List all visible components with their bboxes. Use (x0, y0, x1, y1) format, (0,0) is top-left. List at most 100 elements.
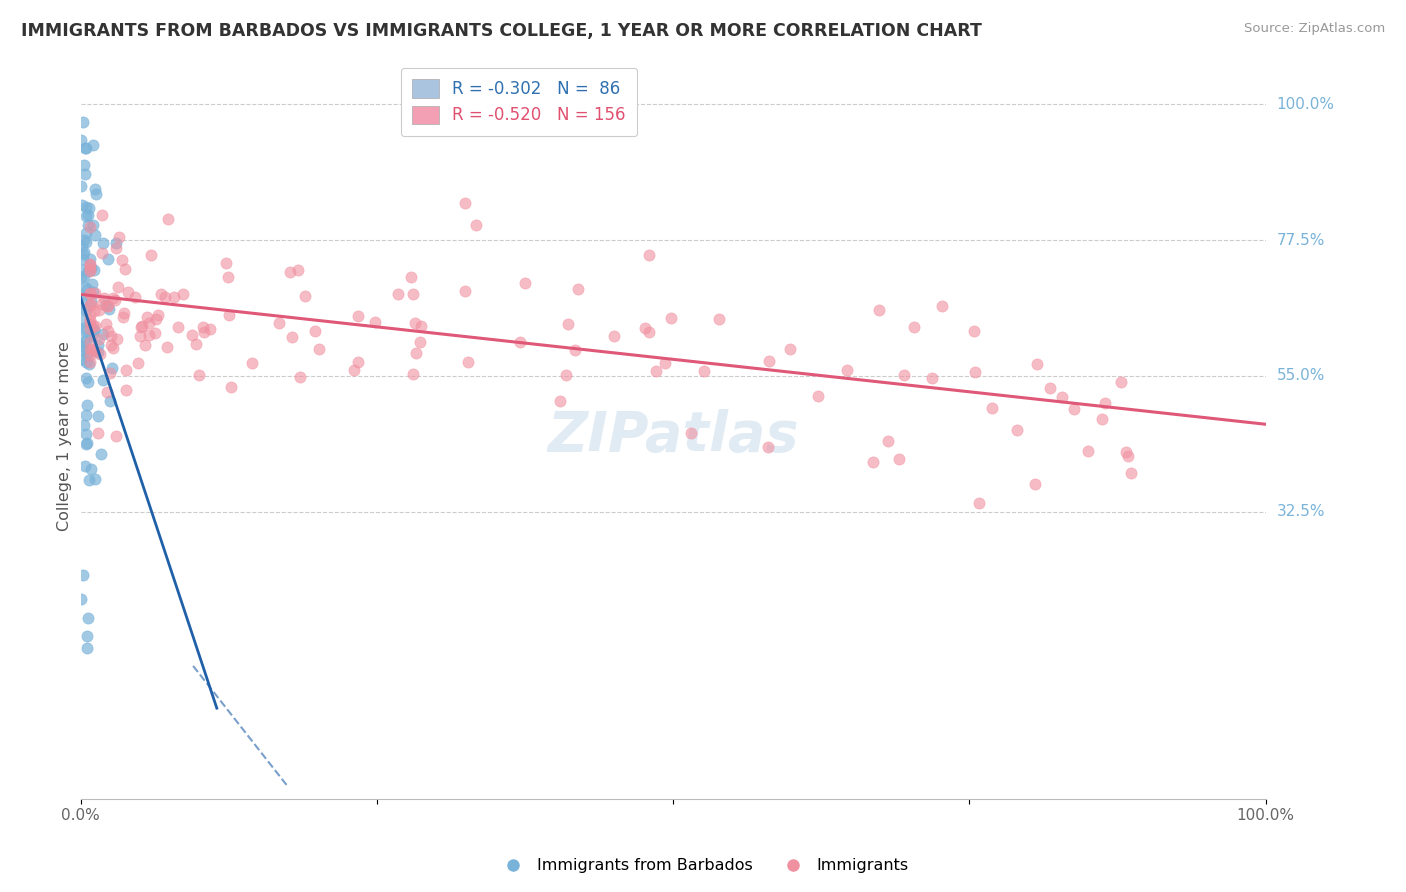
Point (90, 447, 112, 461)
Point (567, 282, 589, 296)
Point (756, 441, 779, 455)
Point (564, 343, 586, 357)
Point (181, 327, 204, 342)
Point (402, 368, 425, 382)
Point (76, 435, 98, 450)
Point (457, 355, 479, 369)
Point (76, 629, 98, 643)
Point (89, 346, 111, 360)
Point (138, 327, 160, 342)
Point (76, 348, 98, 362)
Point (129, 319, 152, 334)
Point (72, 262, 94, 277)
Point (862, 455, 884, 469)
Point (73, 233, 96, 247)
Point (112, 306, 135, 320)
Point (115, 363, 138, 377)
Point (654, 356, 676, 370)
Point (79, 257, 101, 271)
Point (887, 451, 910, 466)
Point (637, 248, 659, 262)
Y-axis label: College, 1 year or more: College, 1 year or more (58, 342, 72, 532)
Point (93, 291, 115, 305)
Point (548, 393, 571, 408)
Point (868, 302, 890, 317)
Point (75, 332, 97, 346)
Point (75, 371, 97, 385)
Point (77, 358, 100, 372)
Text: 77.5%: 77.5% (1277, 233, 1324, 248)
Point (76, 263, 98, 277)
Point (1063, 402, 1085, 417)
Point (402, 286, 425, 301)
Point (79, 263, 101, 277)
Point (364, 315, 387, 329)
Point (107, 280, 129, 294)
Point (84, 343, 107, 358)
Point (134, 338, 156, 352)
Point (127, 356, 149, 370)
Point (97, 301, 120, 316)
Point (408, 334, 430, 349)
Point (79, 322, 101, 336)
Point (72, 115, 94, 129)
Point (73, 335, 96, 350)
Point (75, 209, 97, 223)
Point (149, 287, 172, 301)
Point (70, 303, 93, 318)
Point (79, 294, 101, 309)
Point (70, 339, 93, 353)
Point (70, 343, 93, 357)
Point (145, 312, 167, 326)
Point (156, 340, 179, 354)
Point (75, 355, 97, 369)
Point (779, 342, 801, 356)
Point (903, 320, 925, 334)
Point (70, 288, 93, 302)
Legend: Immigrants from Barbados, Immigrants: Immigrants from Barbados, Immigrants (491, 852, 915, 880)
Point (603, 329, 626, 343)
Point (215, 256, 238, 270)
Point (83, 322, 105, 336)
Point (91, 327, 114, 342)
Point (79, 308, 101, 322)
Point (679, 425, 702, 440)
Point (76, 640, 98, 655)
Point (465, 219, 488, 233)
Point (281, 330, 304, 344)
Point (807, 389, 830, 403)
Point (129, 329, 152, 343)
Point (347, 309, 370, 323)
Point (219, 380, 242, 394)
Point (963, 366, 986, 380)
Text: 55.0%: 55.0% (1277, 368, 1324, 384)
Point (97, 252, 120, 266)
Text: ZIPatlas: ZIPatlas (547, 409, 799, 463)
Point (1005, 424, 1028, 438)
Point (343, 363, 366, 377)
Point (387, 287, 409, 301)
Point (707, 312, 730, 326)
Point (104, 293, 127, 307)
Text: 32.5%: 32.5% (1277, 504, 1326, 519)
Point (79, 285, 101, 300)
Point (138, 316, 160, 330)
Point (73, 141, 96, 155)
Point (110, 252, 132, 267)
Point (79, 342, 101, 356)
Point (105, 332, 128, 346)
Point (75, 437, 97, 451)
Point (86, 426, 108, 441)
Point (1052, 390, 1074, 404)
Point (87, 409, 110, 424)
Point (287, 262, 309, 277)
Text: 100.0%: 100.0% (1277, 96, 1334, 112)
Point (100, 328, 122, 343)
Point (70, 270, 93, 285)
Point (76, 375, 98, 389)
Point (835, 363, 858, 377)
Point (98, 366, 121, 380)
Point (83, 304, 105, 318)
Point (963, 324, 986, 338)
Point (167, 319, 190, 334)
